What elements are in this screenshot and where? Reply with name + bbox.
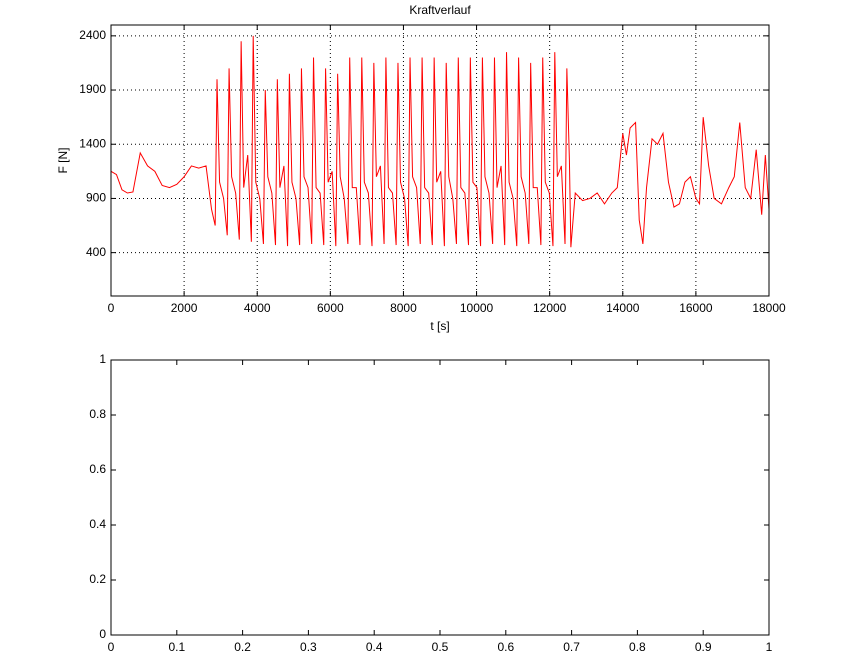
x-tick-label: 1 bbox=[766, 640, 773, 654]
y-tick-label: 0.4 bbox=[89, 517, 106, 531]
chart-title: Kraftverlauf bbox=[409, 3, 471, 17]
x-tick-label: 0.9 bbox=[695, 640, 712, 654]
x-tick-label: 0 bbox=[108, 640, 115, 654]
x-tick-label: 10000 bbox=[460, 301, 494, 315]
y-tick-label: 2400 bbox=[79, 28, 106, 42]
x-tick-label: 0.7 bbox=[563, 640, 580, 654]
y-tick-label: 1900 bbox=[79, 82, 106, 96]
x-tick-label: 0.8 bbox=[629, 640, 646, 654]
x-tick-label: 12000 bbox=[533, 301, 567, 315]
x-tick-label: 0.4 bbox=[366, 640, 383, 654]
x-tick-label: 0.1 bbox=[168, 640, 185, 654]
axes-background bbox=[111, 25, 769, 296]
x-tick-label: 4000 bbox=[244, 301, 271, 315]
x-tick-label: 0.3 bbox=[300, 640, 317, 654]
x-tick-label: 18000 bbox=[752, 301, 786, 315]
x-tick-label: 0.6 bbox=[497, 640, 514, 654]
x-tick-label: 6000 bbox=[317, 301, 344, 315]
y-tick-label: 1 bbox=[99, 352, 106, 366]
x-tick-label: 14000 bbox=[606, 301, 640, 315]
x-tick-label: 8000 bbox=[390, 301, 417, 315]
y-axis-label: F [N] bbox=[56, 148, 70, 174]
y-tick-label: 0.2 bbox=[89, 572, 106, 586]
axes-frame bbox=[110, 24, 770, 297]
y-tick-label: 400 bbox=[86, 245, 106, 259]
data-line bbox=[110, 35, 770, 248]
x-tick-label: 0.2 bbox=[234, 640, 251, 654]
x-tick-label: 16000 bbox=[679, 301, 713, 315]
axes-frame bbox=[110, 359, 770, 636]
x-tick-label: 0.5 bbox=[432, 640, 449, 654]
y-tick-label: 0.8 bbox=[89, 407, 106, 421]
y-tick-label: 1400 bbox=[79, 136, 106, 150]
x-tick-label: 2000 bbox=[171, 301, 198, 315]
x-tick-label: 0 bbox=[108, 301, 115, 315]
axes-background bbox=[111, 360, 769, 635]
y-tick-label: 0.6 bbox=[89, 462, 106, 476]
x-axis-label: t [s] bbox=[430, 319, 449, 333]
y-tick-label: 0 bbox=[99, 627, 106, 641]
y-tick-label: 900 bbox=[86, 191, 106, 205]
